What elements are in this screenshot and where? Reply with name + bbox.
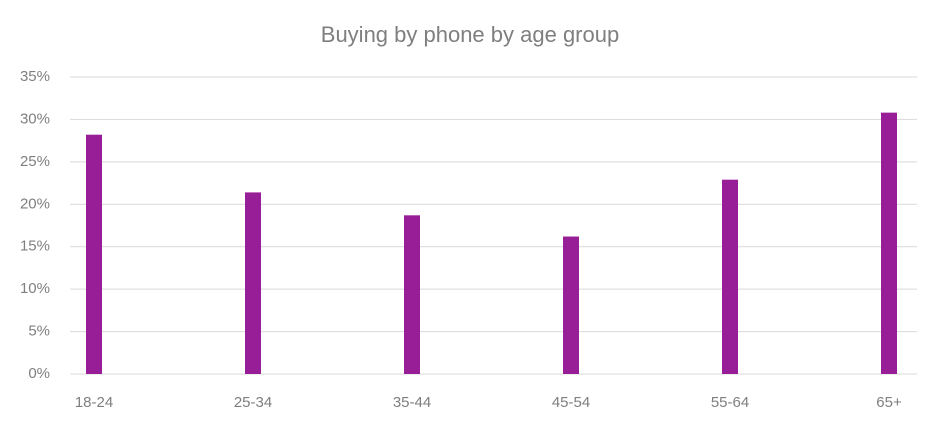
x-tick-label: 25-34 xyxy=(234,394,272,411)
y-tick-label: 10% xyxy=(20,280,50,297)
y-tick-label: 25% xyxy=(20,153,50,170)
y-tick-label: 30% xyxy=(20,110,50,127)
x-tick-label: 45-54 xyxy=(552,394,590,411)
bar xyxy=(86,134,102,374)
bar xyxy=(881,112,897,374)
y-tick-label: 0% xyxy=(28,365,50,382)
y-tick-label: 5% xyxy=(28,323,50,340)
x-tick-label: 18-24 xyxy=(75,394,113,411)
bar xyxy=(563,236,579,374)
x-tick-label: 35-44 xyxy=(393,394,431,411)
bar xyxy=(722,179,738,374)
x-tick-label: 55-64 xyxy=(711,394,749,411)
x-tick-label: 65+ xyxy=(876,394,902,411)
bar xyxy=(245,192,261,374)
bar xyxy=(404,215,420,374)
chart-title: Buying by phone by age group xyxy=(321,22,619,47)
y-tick-label: 35% xyxy=(20,68,50,85)
y-tick-label: 20% xyxy=(20,195,50,212)
y-tick-label: 15% xyxy=(20,238,50,255)
